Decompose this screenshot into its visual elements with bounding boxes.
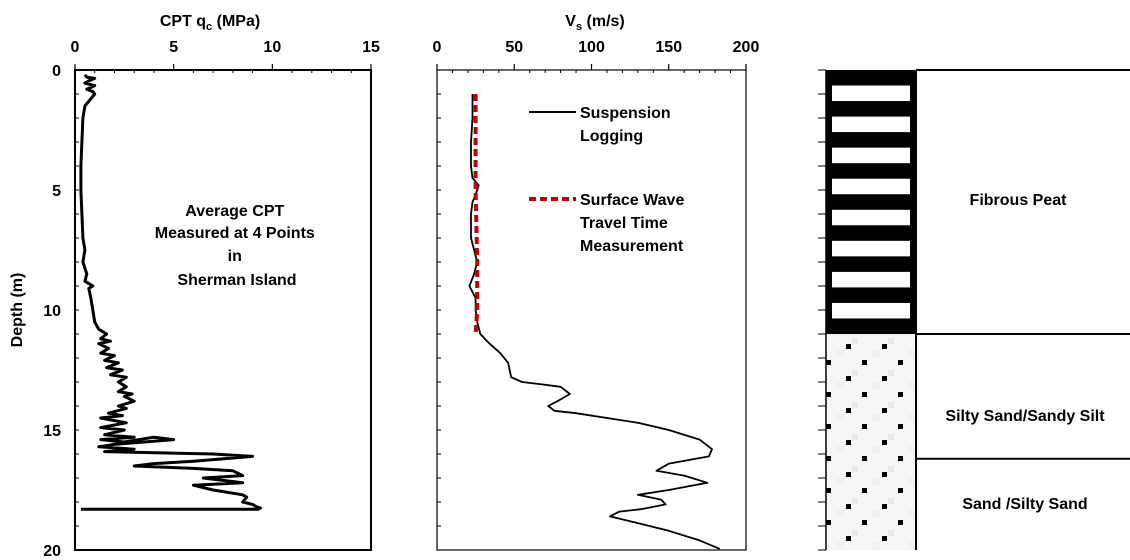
- cpt-panel: CPT qc (MPa) Depth (m) 0 5 10 15 0 5 10 15 20 A…: [9, 13, 380, 560]
- peat-stripe: [832, 271, 910, 288]
- layer-fill-sand: [826, 458, 916, 550]
- soil-column: Fibrous Peat Silty Sand/Sandy Silt Sand …: [818, 69, 1130, 551]
- y-tick-label: 10: [43, 303, 61, 320]
- cpt-annotation-line-2: Measured at 4 Points: [155, 225, 315, 242]
- cpt-annotation-line-1: Average CPT: [185, 203, 284, 220]
- peat-stripe: [832, 116, 910, 133]
- vs-legend: Suspension Logging Surface Wave Travel T…: [529, 105, 684, 255]
- peat-stripe: [832, 302, 910, 319]
- x-tick-label: 10: [263, 39, 281, 56]
- cpt-x-ticks: 0 5 10 15: [71, 39, 380, 73]
- y-tick-label: 5: [52, 183, 61, 200]
- x-tick-label: 15: [362, 39, 380, 56]
- legend-label-surface-wave-2: Travel Time: [580, 215, 668, 232]
- cpt-annotation-line-3: in: [228, 248, 242, 265]
- series-line-suspension-logging: [468, 94, 721, 550]
- y-tick-label: 20: [43, 543, 61, 560]
- peat-stripe: [832, 85, 910, 102]
- x-tick-label: 100: [578, 39, 605, 56]
- series-line-surface-wave-travel-time-measurement: [473, 94, 480, 335]
- soil-layers: [826, 70, 1130, 550]
- legend-label-suspension-2: Logging: [580, 128, 643, 145]
- layer-label-fibrous-peat: Fibrous Peat: [970, 192, 1068, 209]
- legend-label-surface-wave-3: Measurement: [580, 238, 684, 255]
- cpt-annotation-line-4: Sherman Island: [177, 272, 296, 289]
- vs-panel: Vs (m/s) 0 50 100 150 200 Suspension Logging…: [433, 13, 760, 551]
- soil-ticks: [818, 69, 826, 551]
- peat-stripe: [832, 178, 910, 195]
- vs-y-ticks: [437, 69, 441, 551]
- y-tick-label: 0: [52, 63, 61, 80]
- vs-x-ticks: 0 50 100 150 200: [433, 39, 760, 73]
- cpt-series: [79, 73, 262, 511]
- layer-fill-sand: [826, 334, 916, 459]
- x-tick-label: 0: [433, 39, 442, 56]
- peat-stripe: [832, 147, 910, 164]
- legend-label-suspension-1: Suspension: [580, 105, 671, 122]
- x-tick-label: 5: [169, 39, 178, 56]
- layer-label-silty-sand-sandy-silt: Silty Sand/Sandy Silt: [945, 408, 1105, 425]
- cpt-annotation: Average CPT Measured at 4 Points in Sher…: [155, 203, 320, 289]
- vs-axis-title: Vs (m/s): [565, 13, 624, 33]
- vs-series: [468, 94, 721, 550]
- peat-stripe: [832, 240, 910, 257]
- x-tick-label: 150: [655, 39, 682, 56]
- y-axis-label: Depth (m): [9, 273, 26, 348]
- peat-stripe: [832, 209, 910, 226]
- layer-fill-peat: [826, 70, 916, 334]
- cpt-axis-title: CPT qc (MPa): [160, 13, 260, 33]
- layer-label-sand-silty-sand: Sand /Silty Sand: [962, 496, 1087, 513]
- y-tick-label: 15: [43, 423, 61, 440]
- legend-label-surface-wave-1: Surface Wave: [580, 192, 684, 209]
- series-line-0: [79, 73, 262, 511]
- cpt-y-ticks: 0 5 10 15 20: [43, 63, 79, 560]
- x-tick-label: 0: [71, 39, 80, 56]
- x-tick-label: 200: [733, 39, 760, 56]
- x-tick-label: 50: [505, 39, 523, 56]
